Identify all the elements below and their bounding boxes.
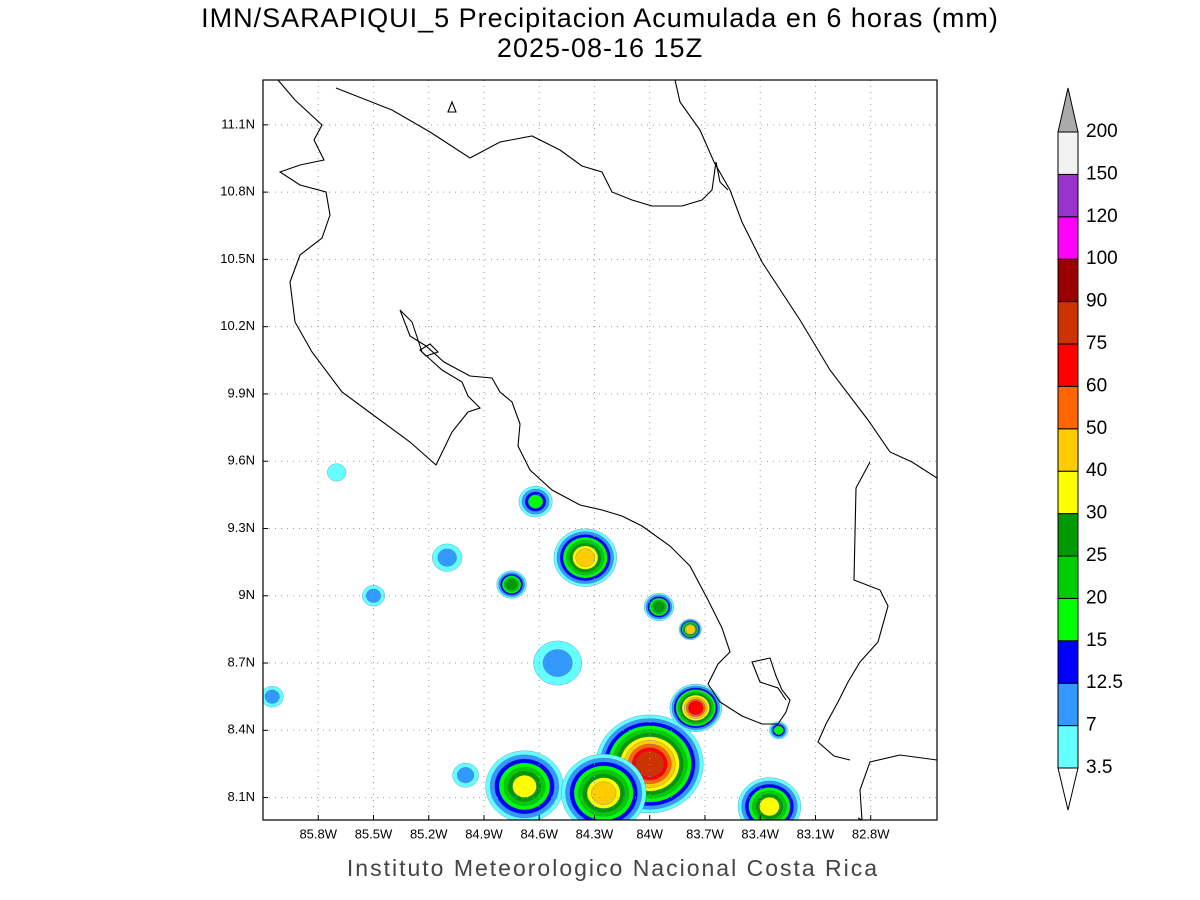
colorbar-segment xyxy=(1057,725,1079,769)
colorbar-label: 50 xyxy=(1086,418,1107,439)
precip-contour xyxy=(759,797,780,816)
pacific-coast xyxy=(277,80,791,725)
precip-contour xyxy=(653,601,665,613)
y-tick-label: 10.2N xyxy=(220,318,255,333)
x-tick-label: 84.9W xyxy=(465,826,503,841)
subtitle: 2025-08-16 15Z xyxy=(497,33,703,63)
colorbar-label: 3.5 xyxy=(1086,757,1112,778)
colorbar-segment xyxy=(1057,301,1079,345)
northern-border xyxy=(335,87,729,207)
y-tick-label: 8.7N xyxy=(228,654,255,669)
colorbar-label: 200 xyxy=(1086,121,1118,142)
x-tick-label: 85.5W xyxy=(355,826,393,841)
colorbar-label: 12.5 xyxy=(1086,672,1123,693)
island xyxy=(447,100,457,113)
colorbar-under xyxy=(1057,767,1079,811)
precip-contour xyxy=(591,781,617,805)
colorbar-label: 7 xyxy=(1086,715,1097,736)
precip-contour xyxy=(687,700,704,716)
colorbar-segment xyxy=(1057,216,1079,260)
precip-contour xyxy=(685,625,695,634)
precip-contour xyxy=(457,767,475,784)
x-tick-label: 83.1W xyxy=(797,826,835,841)
precip-contour xyxy=(505,578,518,591)
colorbar-segment xyxy=(1057,131,1079,175)
colorbar-segment xyxy=(1057,513,1079,557)
colorbar-segment xyxy=(1057,343,1079,387)
precip-contour xyxy=(575,548,595,567)
x-tick-label: 82.8W xyxy=(852,826,890,841)
colorbar-label: 120 xyxy=(1086,206,1118,227)
y-tick-label: 10.8N xyxy=(220,184,255,199)
plot-frame xyxy=(262,79,938,821)
island xyxy=(419,343,440,357)
x-tick-label: 85.8W xyxy=(299,826,337,841)
x-tick-label: 85.2W xyxy=(410,826,448,841)
colorbar: 3.5 7 12.5 15 20 25 30 40 50 60 75 90 100 120 150 200 xyxy=(1057,87,1123,811)
footer: Instituto Meteorologico Nacional Costa R… xyxy=(347,855,879,881)
x-tick-label: 84.3W xyxy=(576,826,614,841)
colorbar-label: 150 xyxy=(1086,163,1118,184)
colorbar-segment xyxy=(1057,173,1079,218)
colorbar-segment xyxy=(1057,597,1079,642)
colorbar-label: 40 xyxy=(1086,460,1107,481)
colorbar-segment xyxy=(1057,555,1079,599)
precip-contour xyxy=(512,775,537,798)
x-tick-label: 83.4W xyxy=(741,826,779,841)
x-tick-label: 83.7W xyxy=(686,826,724,841)
colorbar-segment xyxy=(1057,258,1079,303)
precip-contour xyxy=(327,463,347,482)
y-tick-label: 9N xyxy=(238,587,255,602)
colorbar-label: 100 xyxy=(1086,248,1118,269)
precip-contour xyxy=(264,689,280,704)
colorbar-segment xyxy=(1057,682,1079,727)
colorbar-segment xyxy=(1057,640,1079,684)
colorbar-label: 15 xyxy=(1086,630,1107,651)
eastern-border xyxy=(817,461,889,761)
x-tick-label: 84.6W xyxy=(520,826,558,841)
colorbar-label: 90 xyxy=(1086,291,1107,312)
caribbean-coast xyxy=(674,80,937,479)
precip-field xyxy=(263,463,802,820)
colorbar-segment xyxy=(1057,428,1079,472)
precip-contour xyxy=(437,548,457,567)
colorbar-label: 20 xyxy=(1086,587,1107,608)
y-tick-label: 9.6N xyxy=(228,453,255,468)
colorbar-segment xyxy=(1057,385,1079,430)
precip-contour xyxy=(773,725,784,735)
colorbar-segment xyxy=(1057,470,1079,515)
x-tick-label: 84W xyxy=(636,826,663,841)
title: IMN/SARAPIQUI_5 Precipitacion Acumulada … xyxy=(201,3,999,33)
colorbar-label: 75 xyxy=(1086,333,1107,354)
y-tick-label: 8.4N xyxy=(228,722,255,737)
grid: 85.8W 85.5W 85.2W 84.9W 84.6W 84.3W 84W 83.7W 83… xyxy=(220,80,937,841)
y-tick-label: 10.5N xyxy=(220,251,255,266)
precip-contour xyxy=(528,494,544,509)
colorbar-label: 60 xyxy=(1086,375,1107,396)
y-tick-label: 8.1N xyxy=(228,789,255,804)
colorbar-label: 25 xyxy=(1086,545,1107,566)
y-tick-label: 9.9N xyxy=(228,385,255,400)
colorbar-over xyxy=(1057,87,1079,133)
y-tick-label: 11.1N xyxy=(221,116,255,131)
colorbar-label: 30 xyxy=(1086,503,1107,524)
y-tick-label: 9.3N xyxy=(228,520,255,535)
